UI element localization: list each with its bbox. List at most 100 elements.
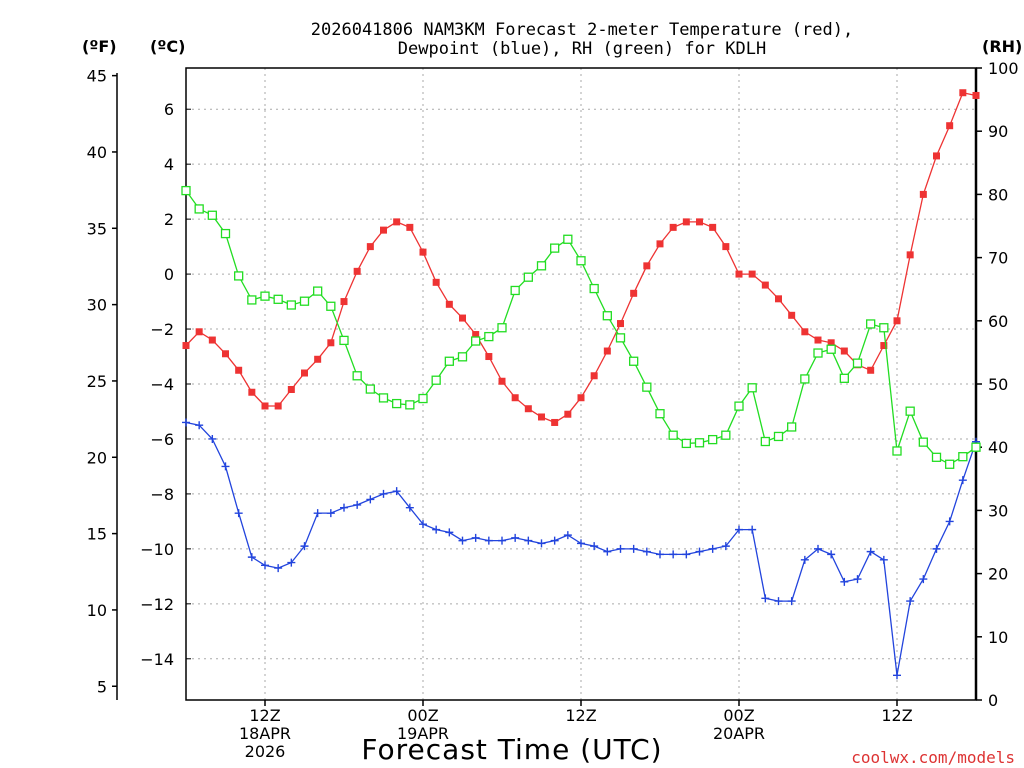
celsius-unit-label: (ºC): [150, 37, 185, 56]
dewpoint-point: [471, 533, 480, 542]
time-tick-label: 19APR: [397, 724, 449, 743]
2-meter-temperature-point: [485, 353, 493, 361]
dewpoint-point: [445, 528, 454, 537]
dewpoint-point: [669, 550, 678, 559]
2-meter-temperature-point: [380, 226, 387, 234]
dewpoint-point: [893, 671, 901, 680]
celsius-tick-label: −6: [150, 430, 174, 449]
dewpoint-point: [195, 421, 204, 430]
fahrenheit-tick-label: 20: [87, 448, 107, 467]
rh-unit-label: (RH): [982, 37, 1022, 56]
2-meter-temperature-point: [301, 369, 308, 377]
fahrenheit-tick-label: 5: [97, 677, 107, 696]
2-meter-temperature-point: [827, 339, 835, 347]
rh-point: [681, 438, 691, 449]
2-meter-temperature-point: [406, 223, 414, 231]
time-tick-label: 2026: [245, 742, 286, 761]
rh-tick-label: 50: [988, 375, 1008, 394]
dewpoint-point: [340, 503, 348, 512]
rh-point: [826, 344, 836, 354]
2-meter-temperature-point: [511, 394, 519, 402]
rh-point: [971, 442, 981, 452]
2-meter-temperature-point: [906, 251, 914, 259]
time-tick-label: 12Z: [249, 706, 280, 725]
dewpoint-point: [866, 547, 875, 556]
rh-tick-label: 90: [988, 122, 1008, 141]
dewpoint-point: [524, 536, 533, 545]
celsius-tick-label: 0: [164, 265, 174, 284]
dewpoint-point: [814, 544, 822, 553]
2-meter-temperature-point: [788, 311, 796, 319]
time-tick-label: 18APR: [239, 724, 291, 743]
dewpoint-point: [300, 542, 309, 551]
rh-point: [510, 285, 520, 296]
dewpoint-point: [656, 550, 664, 559]
2-meter-temperature-point: [867, 366, 875, 374]
dewpoint-point: [879, 555, 888, 564]
rh-tick-label: 40: [988, 438, 1008, 457]
rh-point: [181, 185, 191, 196]
2-meter-temperature-point: [340, 298, 348, 306]
dewpoint-series: [182, 418, 980, 680]
dewpoint-point: [234, 509, 243, 518]
dewpoint-point: [853, 575, 862, 584]
dewpoint-point: [932, 544, 941, 553]
dewpoint-point: [721, 542, 730, 551]
2-meter-temperature-point: [814, 336, 822, 344]
2-meter-temperature-point: [722, 243, 730, 251]
rh-point: [773, 431, 784, 442]
rh-point: [339, 335, 349, 346]
rh-point: [589, 283, 599, 294]
dewpoint-point: [498, 536, 506, 545]
dewpoint-point: [274, 564, 283, 573]
celsius-tick-label: −12: [140, 595, 174, 614]
2-meter-temperature-point: [459, 314, 466, 322]
rh-point: [392, 398, 402, 409]
rh-series: [181, 185, 981, 469]
2-meter-temperature-point: [419, 248, 427, 256]
rh-point: [497, 323, 507, 333]
time-tick-label: 00Z: [407, 706, 438, 725]
2-meter-temperature-point: [445, 300, 453, 308]
dewpoint-point: [208, 434, 217, 443]
rh-point: [655, 409, 665, 419]
celsius-tick-label: −2: [150, 320, 174, 339]
dewpoint-point: [392, 487, 401, 496]
dewpoint-point: [906, 597, 915, 606]
rh-tick-label: 60: [988, 312, 1008, 331]
2-meter-temperature-point: [195, 328, 203, 336]
rh-point: [286, 300, 296, 310]
fahrenheit-tick-label: 15: [87, 525, 107, 544]
2-meter-temperature-point: [919, 190, 927, 198]
rh-point: [945, 459, 955, 469]
rh-point: [523, 272, 533, 282]
fahrenheit-tick-label: 30: [87, 296, 107, 315]
2-meter-temperature-point: [261, 402, 269, 410]
dewpoint-point: [366, 495, 375, 504]
rh-point: [602, 311, 612, 321]
2-meter-temperature-point: [972, 91, 980, 99]
celsius-tick-label: 4: [164, 155, 174, 174]
2-meter-temperature-series: [182, 89, 980, 426]
grid: [186, 68, 976, 700]
2-meter-temperature-point: [564, 410, 572, 418]
2-meter-temperature-point: [353, 267, 361, 275]
rh-tick-label: 10: [988, 628, 1008, 647]
rh-tick-label: 20: [988, 565, 1008, 584]
rh-point: [418, 393, 428, 404]
rh-point: [536, 261, 547, 271]
rh-point: [958, 452, 968, 462]
2-meter-temperature-point: [538, 413, 545, 421]
2-meter-temperature-point: [959, 89, 967, 97]
rh-point: [615, 333, 626, 343]
rh-point: [905, 406, 915, 416]
dewpoint-point: [629, 544, 638, 553]
rh-point: [734, 401, 744, 411]
chart-title-line2: Dewpoint (blue), RH (green) for KDLH: [398, 39, 766, 59]
dewpoint-point: [550, 536, 559, 545]
rh-point: [471, 336, 481, 346]
rh-point: [220, 228, 231, 239]
2-meter-temperature-point: [577, 394, 585, 402]
dewpoint-point: [682, 550, 691, 559]
dewpoint-point: [563, 531, 572, 540]
